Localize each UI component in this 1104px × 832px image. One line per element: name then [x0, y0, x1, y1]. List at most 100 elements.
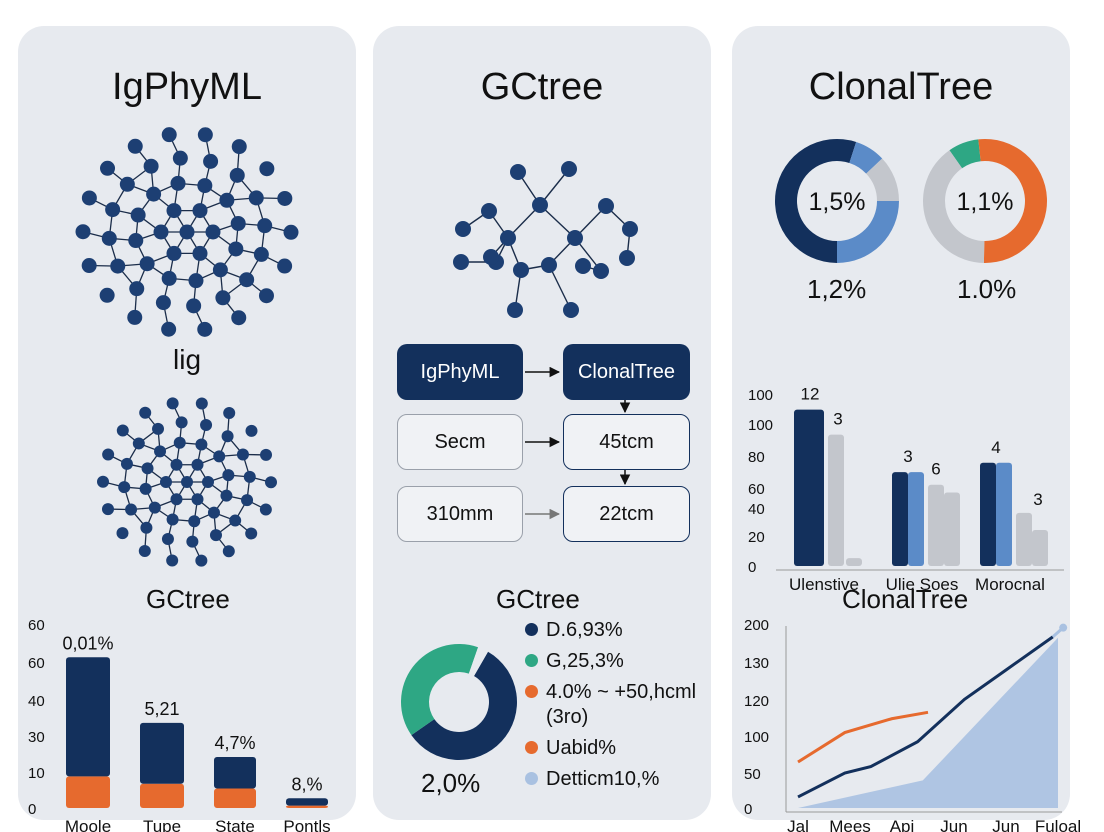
- network-node: [140, 521, 153, 534]
- network-node: [81, 258, 97, 274]
- y-tick-label: 60: [28, 655, 45, 672]
- network-node: [231, 139, 247, 155]
- bar: [980, 462, 996, 566]
- tree-node: [532, 197, 548, 213]
- network-node: [231, 310, 247, 326]
- network-node: [222, 469, 235, 482]
- donut-2-below: 1.0%: [957, 274, 1017, 304]
- x-tick-label: Jun: [992, 817, 1019, 832]
- y-tick-label: 120: [744, 693, 769, 710]
- network-node: [264, 476, 277, 489]
- y-tick-label: 60: [28, 617, 45, 634]
- network-node: [236, 448, 249, 461]
- legend-text: D.6,93%: [546, 619, 623, 641]
- y-tick-label: 200: [744, 617, 769, 634]
- chart-title: GCtree: [146, 584, 230, 614]
- network-node: [143, 158, 159, 174]
- bar-segment: [66, 776, 110, 808]
- y-tick-label: 20: [748, 529, 765, 546]
- legend-dot: [525, 685, 538, 698]
- flow-box-secm: Secm: [397, 414, 523, 470]
- network-node: [170, 175, 186, 191]
- tree-node: [481, 203, 497, 219]
- data-label: 6: [931, 460, 940, 479]
- network-node: [200, 418, 213, 431]
- network-node: [179, 224, 195, 240]
- tree-node: [575, 258, 591, 274]
- panel-title: ClonalTree: [808, 66, 994, 108]
- line-chart-title: ClonalTree: [842, 584, 969, 614]
- bar: [846, 558, 862, 566]
- network-node: [202, 476, 214, 488]
- x-tick-label: Fuloal: [1035, 817, 1081, 832]
- network-node: [120, 457, 133, 470]
- y-tick-label: 100: [748, 387, 773, 404]
- panel-gctree: GCtree IgPhyML ClonalTree Secm 45tcm 310…: [373, 26, 711, 820]
- tree-node: [483, 249, 499, 265]
- network-node: [277, 258, 293, 274]
- network-node: [75, 224, 91, 240]
- network-node: [153, 224, 169, 240]
- network-node: [186, 298, 202, 314]
- legend-dot: [525, 772, 538, 785]
- network-node: [259, 161, 275, 177]
- donut-slice: [949, 139, 981, 169]
- tree-node: [561, 161, 577, 177]
- bar: [828, 434, 844, 566]
- network-node: [229, 514, 242, 527]
- bar: [794, 409, 824, 566]
- network-node: [192, 203, 208, 219]
- legend-item: Detticm10,%: [525, 767, 706, 792]
- network-node: [195, 554, 208, 567]
- panel-title: GCtree: [480, 66, 604, 108]
- donut-center-label: 1,5%: [809, 188, 866, 216]
- y-tick-label: 30: [28, 729, 45, 746]
- legend: D.6,93% G,25,3% 4.0% ~ +50,hcml (3ro) Ua…: [525, 618, 706, 798]
- data-label: 8,%: [291, 774, 322, 794]
- x-tick-label: State: [215, 817, 255, 832]
- network-node: [195, 397, 208, 410]
- network-node: [132, 437, 145, 450]
- tree-edge: [539, 204, 576, 239]
- bar-segment: [140, 722, 184, 784]
- y-tick-label: 100: [748, 417, 773, 434]
- data-label: 3: [1033, 490, 1042, 509]
- network-graph-large: [75, 127, 299, 337]
- network-node: [186, 535, 199, 548]
- network-node: [161, 533, 174, 546]
- legend-text: Uabid%: [546, 737, 617, 759]
- network-node: [259, 503, 272, 516]
- network-node: [127, 309, 143, 325]
- data-label: 4,7%: [214, 733, 255, 753]
- donut-slice: [837, 201, 899, 263]
- data-label: 5,21: [144, 699, 179, 719]
- stacked-bar-chart: 0 10 30 40 60 60 0,01% Moole 5,21 Tupe 4,7% State 8,…: [28, 617, 331, 832]
- network-node: [222, 545, 235, 558]
- tree-node: [598, 198, 614, 214]
- flow-box-310mm: 310mm: [397, 486, 523, 542]
- x-tick-label: Morocnal: [975, 575, 1045, 594]
- legend-text: 4.0% ~ +50,hcml (3ro): [546, 681, 697, 728]
- network-node: [172, 150, 188, 166]
- network-node: [130, 207, 146, 223]
- bar: [996, 462, 1012, 566]
- network-node: [110, 258, 126, 274]
- bar: [892, 472, 908, 566]
- network-node: [116, 527, 129, 540]
- network-node: [175, 416, 188, 429]
- bar-segment: [214, 756, 256, 789]
- y-tick-label: 40: [748, 501, 765, 518]
- y-tick-label: 50: [744, 766, 761, 783]
- flow-arrows: [525, 366, 631, 520]
- chart-title: GCtree: [496, 584, 580, 614]
- network-node: [161, 270, 177, 286]
- network-node: [283, 224, 299, 240]
- x-tick-label: Jun: [940, 817, 967, 832]
- donut-center-label: 1,1%: [957, 188, 1014, 216]
- network-node: [148, 501, 161, 514]
- network-node: [101, 230, 117, 246]
- network-node: [221, 430, 234, 443]
- x-tick-label: Moole: [65, 817, 111, 832]
- legend-dot: [525, 623, 538, 636]
- data-label: 3: [903, 447, 912, 466]
